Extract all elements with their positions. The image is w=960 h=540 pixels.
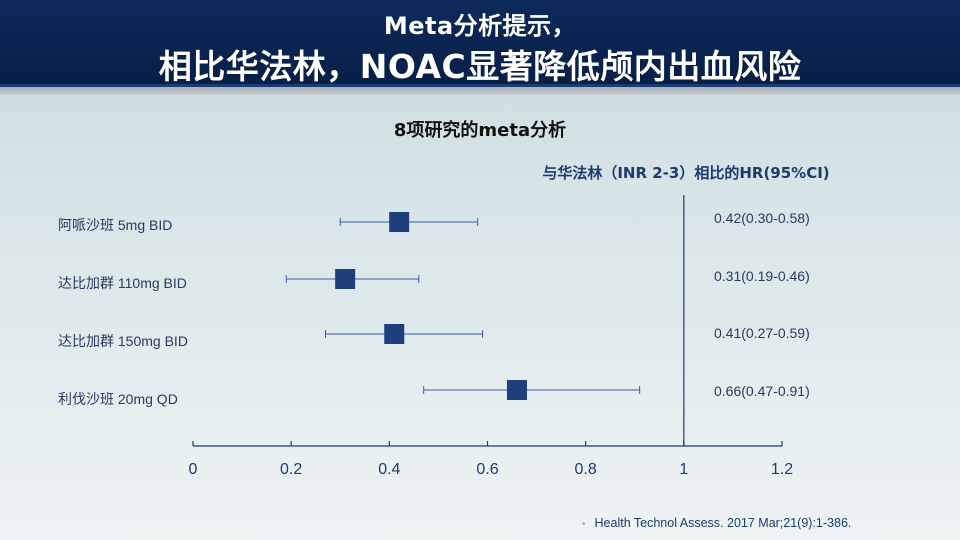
divider-band	[0, 87, 960, 95]
bullet-icon: •	[582, 519, 586, 530]
hr-ci-value: 0.31(0.19-0.46)	[714, 268, 810, 284]
x-tick-label: 1.2	[771, 461, 793, 478]
hr-point-marker	[389, 212, 410, 232]
hr-point-marker	[506, 380, 527, 400]
x-tick-label: 0	[189, 461, 198, 478]
title-banner: Meta分析提示， 相比华法林，NOAC显著降低颅内出血风险	[0, 0, 960, 87]
x-tick-label: 1	[679, 461, 688, 478]
hr-ci-value: 0.66(0.47-0.91)	[714, 383, 810, 399]
hr-ci-value: 0.42(0.30-0.58)	[714, 210, 810, 226]
citation: • Health Technol Assess. 2017 Mar;21(9):1…	[582, 516, 851, 530]
x-tick-label: 0.8	[575, 461, 597, 478]
study-label: 达比加群 110mg BID	[58, 275, 187, 291]
title-line-2: 相比华法林，NOAC显著降低颅内出血风险	[158, 47, 802, 86]
chart-subtitle: 8项研究的meta分析	[393, 120, 567, 141]
x-tick-label: 0.4	[378, 461, 400, 478]
title-line-1: Meta分析提示，	[383, 12, 577, 40]
hr-ci-value: 0.41(0.27-0.59)	[714, 325, 810, 341]
citation-text: Health Technol Assess. 2017 Mar;21(9):1-…	[594, 516, 852, 530]
hr-point-marker	[335, 269, 356, 289]
study-label: 达比加群 150mg BID	[58, 333, 188, 349]
hr-point-marker	[384, 324, 405, 344]
study-label: 阿哌沙班 5mg BID	[58, 217, 173, 233]
x-tick-label: 0.6	[476, 461, 498, 478]
x-tick-label: 0.2	[280, 461, 302, 478]
study-label: 利伐沙班 20mg QD	[58, 391, 178, 407]
hr-column-header: 与华法林（INR 2-3）相比的HR(95%CI)	[542, 164, 830, 182]
